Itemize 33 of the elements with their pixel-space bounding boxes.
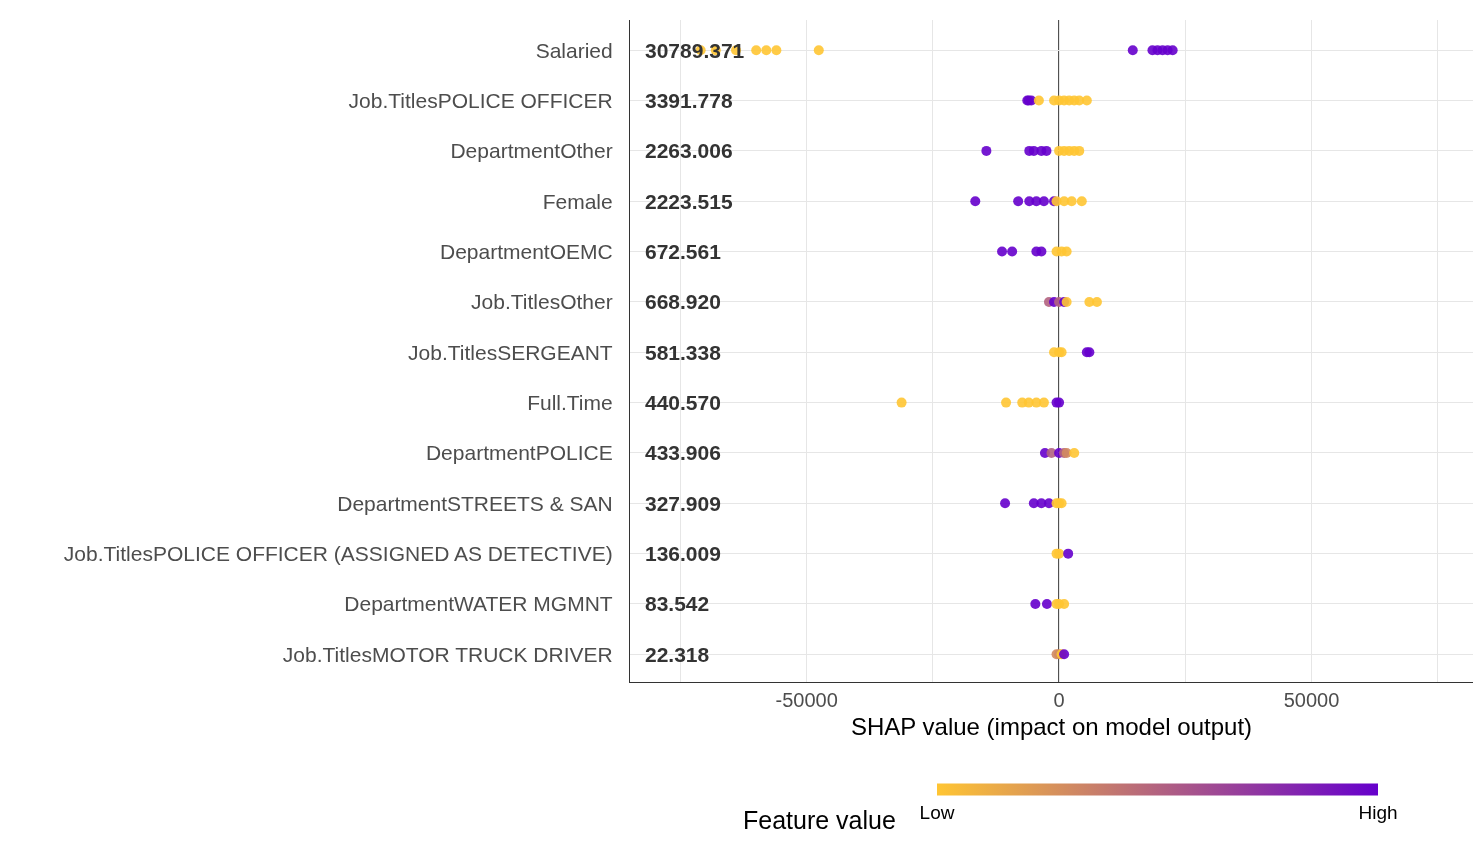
color-bar-title: Feature value [743,806,896,834]
annotation: 136.009 [645,542,721,565]
color-bar-label: High [1358,801,1398,823]
x-tick-label: 0 [1053,689,1065,712]
y-tick-label: DepartmentPOLICE [425,441,613,465]
color-bar-label: Low [919,801,955,823]
annotation: 668.920 [645,290,721,313]
annotation: 83.542 [645,592,710,615]
annotation: 2223.515 [645,190,733,213]
annotation: 30789.371 [645,39,745,62]
annotation: 440.570 [645,391,721,414]
y-tick-label: Job.TitlesMOTOR TRUCK DRIVER [282,642,613,666]
y-tick-label: Job.TitlesPOLICE OFFICER (ASSIGNED AS DETECTIVE) [63,541,613,565]
x-axis-title: SHAP value (impact on model output) [850,713,1253,741]
y-tick-label: Salaried [535,38,613,62]
y-tick-label: Job.TitlesSERGEANT [408,340,613,364]
y-tick-label: Full.Time [527,390,613,414]
y-tick-label: DepartmentOEMC [439,239,613,263]
y-tick-label: DepartmentSTREETS & SAN [337,491,613,515]
annotation: 581.338 [645,341,722,364]
annotation: 22.318 [645,643,710,666]
x-tick-label: -50000 [775,689,838,712]
y-tick-label: DepartmentOther [450,139,613,163]
y-tick-label: Job.TitlesOther [471,290,613,314]
annotation: 433.906 [645,441,721,464]
y-tick-label: Female [542,189,613,213]
x-tick-label: 50000 [1283,689,1340,712]
y-tick-label: DepartmentWATER MGMNT [344,592,613,616]
annotation: 672.561 [645,240,722,263]
annotation: 2263.006 [645,139,733,162]
annotation: 3391.778 [645,89,733,112]
annotation: 327.909 [645,492,721,515]
y-tick-label: Job.TitlesPOLICE OFFICER [348,88,613,112]
